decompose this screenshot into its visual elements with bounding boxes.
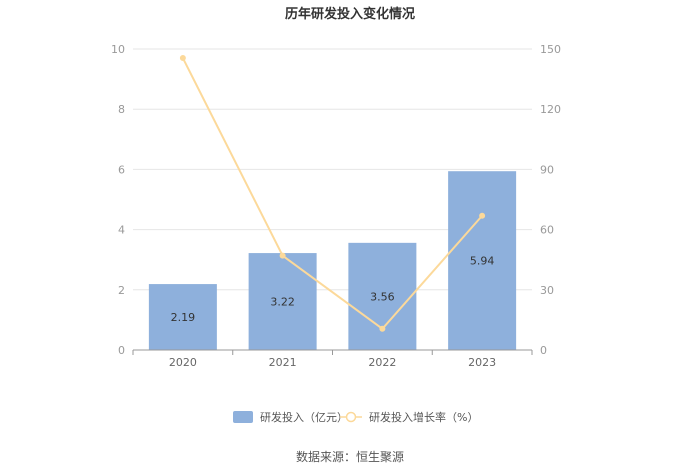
right-y-tick-label: 120 (540, 103, 561, 116)
left-y-tick-label: 8 (118, 103, 125, 116)
growth-line (181, 57, 483, 331)
bar-data-label: 2.19 (171, 311, 196, 324)
x-tick-label: 2021 (269, 356, 297, 369)
bar (148, 284, 217, 350)
source-note: 数据来源：恒生聚源 (296, 449, 404, 464)
right-y-tick-label: 150 (540, 43, 561, 56)
right-y-tick-label: 30 (540, 284, 554, 297)
x-axis: 2020 2021 2022 2023 (132, 349, 533, 369)
bar (248, 253, 317, 350)
left-y-tick-label: 4 (118, 224, 125, 237)
x-tick-label: 2020 (169, 356, 197, 369)
bar (348, 242, 417, 350)
legend-bar-label[interactable]: 研发投入（亿元） (260, 410, 348, 424)
line-point (179, 55, 186, 62)
right-y-tick-label: 60 (540, 224, 554, 237)
right-y-tick-label: 90 (540, 163, 554, 176)
x-tick-label: 2022 (368, 356, 396, 369)
left-y-axis: 0 2 4 6 8 10 (111, 43, 125, 357)
bar-data-label: 3.56 (370, 290, 395, 303)
chart-title: 历年研发投入变化情况 (285, 6, 415, 22)
line-point (479, 212, 486, 219)
bar-data-label: 3.22 (270, 296, 295, 309)
right-y-tick-label: 0 (540, 344, 547, 357)
left-y-tick-label: 2 (118, 284, 125, 297)
legend-line-label[interactable]: 研发投入增长率（%） (369, 410, 478, 424)
x-tick-label: 2023 (468, 356, 496, 369)
line-point (379, 325, 386, 332)
line-series (179, 55, 486, 332)
legend-line-marker (345, 411, 357, 423)
legend: 研发投入（亿元） 研发投入增长率（%） (233, 410, 478, 424)
bar-data-label: 5.94 (470, 255, 495, 268)
left-y-tick-label: 6 (118, 163, 125, 176)
line-point (279, 252, 286, 259)
left-y-tick-label: 10 (111, 43, 125, 56)
bar (448, 171, 517, 350)
legend-bar-swatch (233, 411, 253, 423)
right-y-axis: 0 30 60 90 120 150 (540, 43, 561, 357)
left-y-tick-label: 0 (118, 344, 125, 357)
bar-series: 2.19 3.22 3.56 5.94 (148, 171, 517, 350)
